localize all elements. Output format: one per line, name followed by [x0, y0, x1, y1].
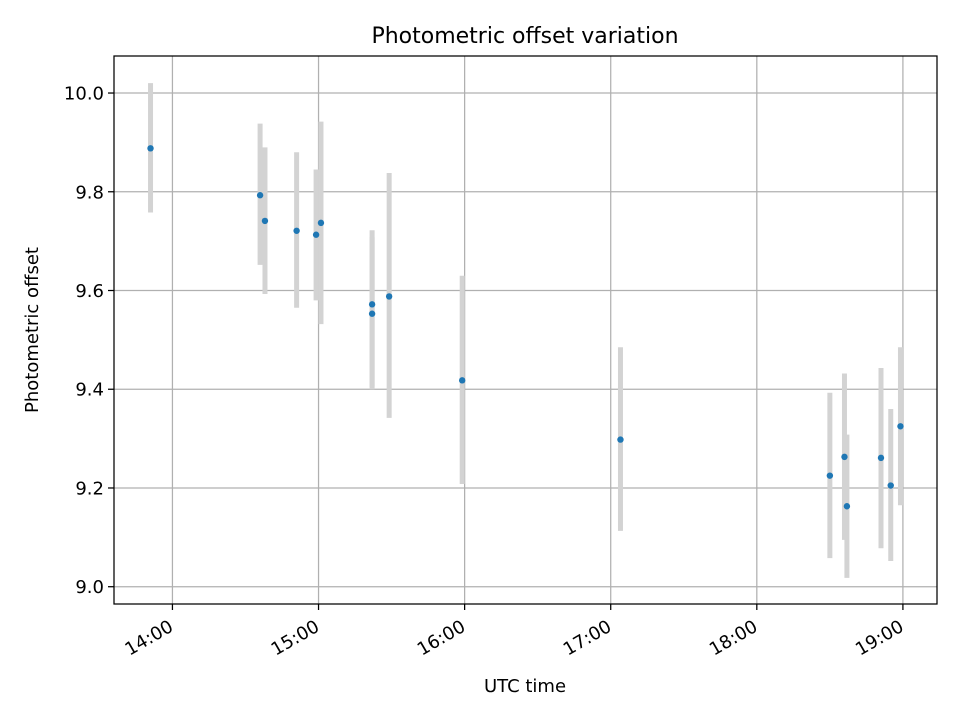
data-point: [261, 217, 269, 225]
data-point: [843, 503, 851, 510]
data-point: [617, 436, 624, 443]
data-point: [368, 310, 376, 317]
point-layer: [147, 145, 904, 510]
data-point: [887, 482, 894, 489]
data-point: [293, 227, 300, 234]
data-point: [897, 423, 904, 430]
data-point: [368, 301, 376, 308]
data-point: [312, 231, 320, 238]
data-point: [458, 377, 466, 384]
y-tick-label: 9.4: [75, 380, 104, 401]
data-point: [826, 472, 834, 479]
data-point: [877, 454, 885, 462]
data-point: [317, 219, 325, 227]
y-tick-label: 10.0: [64, 84, 104, 105]
y-tick-label: 9.2: [75, 478, 104, 499]
data-point: [147, 145, 154, 152]
x-axis-label: UTC time: [484, 676, 566, 697]
grid-layer: [114, 56, 937, 604]
data-point: [841, 453, 848, 461]
data-point: [256, 192, 264, 199]
y-tick-label: 9.8: [75, 182, 104, 203]
y-tick-label: 9.0: [75, 577, 104, 598]
chart-title: Photometric offset variation: [371, 24, 678, 49]
data-point: [385, 293, 393, 300]
y-tick-label: 9.6: [75, 281, 104, 302]
plot-frame: [113, 55, 938, 605]
y-axis-label: Photometric offset: [22, 247, 43, 413]
